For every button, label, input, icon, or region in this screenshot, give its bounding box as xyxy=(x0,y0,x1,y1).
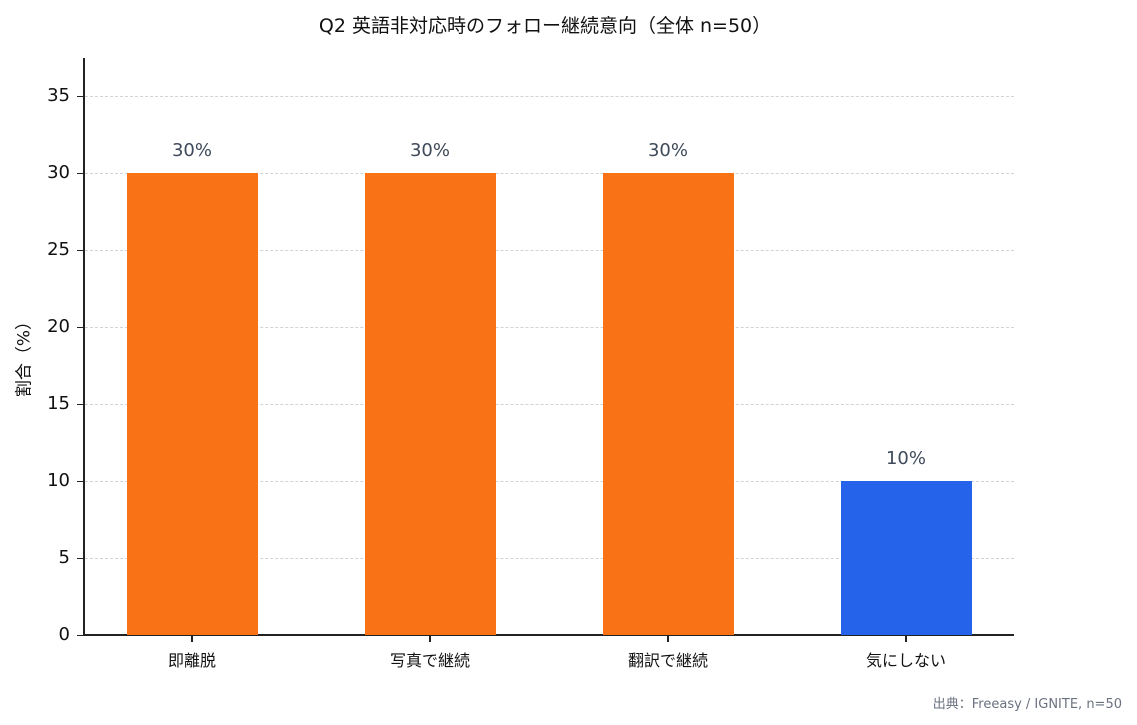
y-tick-mark xyxy=(77,95,83,97)
y-tick-mark xyxy=(77,403,83,405)
x-tick-label: 写真で継続 xyxy=(389,651,470,670)
x-tick-mark xyxy=(429,636,431,642)
bar xyxy=(126,173,258,635)
y-tick-label: 15 xyxy=(47,393,70,414)
x-tick-mark xyxy=(905,636,907,642)
gridline xyxy=(85,172,1014,174)
y-tick-label: 10 xyxy=(47,470,70,491)
gridline xyxy=(85,480,1014,482)
bar-value-label: 30% xyxy=(171,140,212,161)
gridline xyxy=(85,326,1014,328)
x-tick-label: 即離脱 xyxy=(167,651,216,670)
y-tick-label: 20 xyxy=(47,316,70,337)
gridline xyxy=(85,249,1014,251)
y-axis-line xyxy=(83,58,85,636)
gridline xyxy=(85,95,1014,97)
y-tick-label: 35 xyxy=(47,85,70,106)
bar xyxy=(364,173,496,635)
bar-value-label: 10% xyxy=(885,448,926,469)
gridline xyxy=(85,403,1014,405)
gridline xyxy=(85,557,1014,559)
x-tick-mark xyxy=(667,636,669,642)
y-tick-mark xyxy=(77,172,83,174)
x-tick-label: 気にしない xyxy=(865,651,946,670)
y-tick-label: 5 xyxy=(58,547,70,568)
y-tick-mark xyxy=(77,480,83,482)
y-tick-mark xyxy=(77,326,83,328)
bar xyxy=(602,173,734,635)
chart-title: Q2 英語非対応時のフォロー継続意向（全体 n=50） xyxy=(318,15,772,37)
x-tick-mark xyxy=(191,636,193,642)
y-tick-label: 30 xyxy=(47,162,70,183)
y-tick-mark xyxy=(77,249,83,251)
x-axis-line xyxy=(83,634,1014,636)
bar xyxy=(840,481,972,635)
y-tick-mark xyxy=(77,634,83,636)
y-tick-mark xyxy=(77,557,83,559)
bar-value-label: 30% xyxy=(647,140,688,161)
y-tick-label: 0 xyxy=(58,624,70,645)
y-tick-label: 25 xyxy=(47,239,70,260)
bar-value-label: 30% xyxy=(409,140,450,161)
x-tick-label: 翻訳で継続 xyxy=(627,651,708,670)
source-note: 出典：Freeasy / IGNITE, n=50 xyxy=(932,697,1122,712)
